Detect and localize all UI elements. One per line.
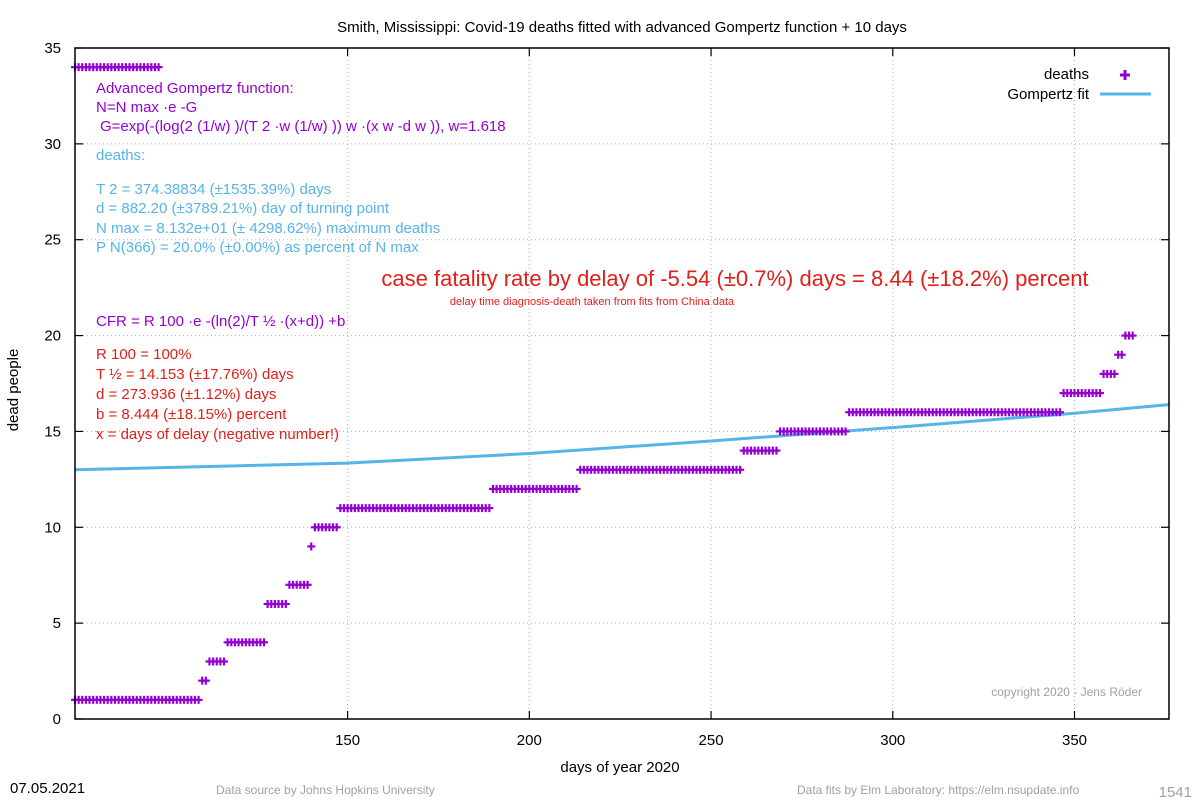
deaths-t2: T 2 = 374.38834 (±1535.39%) days — [96, 181, 331, 198]
deaths-marker — [1110, 369, 1119, 378]
deaths-marker — [841, 427, 850, 436]
deaths-marker — [332, 523, 341, 532]
cfr-note: delay time diagnosis-death taken from fi… — [450, 296, 735, 308]
deaths-nmax: N max = 8.132e+01 (± 4298.62%) maximum d… — [96, 220, 440, 237]
deaths-marker — [281, 599, 290, 608]
copyright-note: copyright 2020 - Jens Röder — [991, 685, 1142, 699]
deaths-marker — [736, 465, 745, 474]
footer-page-id: 1541 — [1159, 784, 1192, 800]
y-tick-label: 20 — [44, 328, 61, 345]
deaths-pn: P N(366) = 20.0% (±0.00%) as percent of … — [96, 239, 419, 256]
deaths-series — [71, 63, 1137, 704]
cfr-x: x = days of delay (negative number!) — [96, 426, 339, 443]
y-tick-label: 15 — [44, 423, 61, 440]
footer-fits: Data fits by Elm Laboratory: https://elm… — [797, 783, 1079, 797]
y-tick-label: 35 — [44, 40, 61, 57]
y-tick-label: 30 — [44, 136, 61, 153]
gompertz-formula-g: G=exp(-(log(2 (1/w) )/(T 2 ·w (1/w) )) w… — [100, 118, 506, 135]
deaths-marker — [154, 63, 163, 72]
gompertz-heading: Advanced Gompertz function: — [96, 80, 294, 97]
deaths-marker — [307, 542, 316, 551]
cfr-b: b = 8.444 (±18.15%) percent — [96, 406, 287, 423]
deaths-parameter-box: deaths: T 2 = 374.38834 (±1535.39%) days… — [96, 147, 440, 256]
deaths-marker — [1128, 331, 1137, 340]
y-tick-label: 25 — [44, 232, 61, 249]
deaths-marker — [1055, 408, 1064, 417]
cfr-d: d = 273.936 (±1.12%) days — [96, 386, 276, 403]
cfr-formula: CFR = R 100 ·e -(ln(2)/T ½ ·(x+d)) +b — [96, 313, 345, 330]
footer-date: 07.05.2021 — [10, 780, 85, 797]
cfr-thalf: T ½ = 14.153 (±17.76%) days — [96, 366, 294, 383]
x-tick-label: 250 — [699, 732, 724, 749]
deaths-marker — [1117, 350, 1126, 359]
x-tick-label: 150 — [335, 732, 360, 749]
x-tick-label: 300 — [880, 732, 905, 749]
cfr-parameter-box: R 100 = 100% T ½ = 14.153 (±17.76%) days… — [96, 346, 339, 443]
cfr-r100: R 100 = 100% — [96, 346, 192, 363]
plot-frame — [74, 47, 1170, 720]
legend-label-deaths: deaths — [1044, 66, 1089, 83]
deaths-marker — [1095, 389, 1104, 398]
deaths-marker — [220, 657, 229, 666]
y-tick-label: 0 — [53, 711, 61, 728]
gompertz-formula-n: N=N max ·e -G — [96, 99, 197, 116]
deaths-marker — [572, 484, 581, 493]
legend-label-gompertz-fit: Gompertz fit — [1007, 86, 1090, 103]
deaths-marker — [201, 676, 210, 685]
x-tick-label: 200 — [517, 732, 542, 749]
gompertz-fit-series — [74, 403, 1170, 472]
footer-source: Data source by Johns Hopkins University — [216, 783, 435, 797]
gompertz-fit-line — [74, 403, 1170, 472]
axis-ticks: 150 200 250 300 350 0 5 10 15 20 25 30 35 — [44, 40, 1169, 749]
chart-title: Smith, Mississippi: Covid-19 deaths fitt… — [337, 19, 907, 36]
deaths-marker — [259, 638, 268, 647]
deaths-d: d = 882.20 (±3789.21%) day of turning po… — [96, 200, 390, 217]
deaths-marker — [772, 446, 781, 455]
gompertz-formula-box: Advanced Gompertz function: N=N max ·e -… — [96, 80, 506, 135]
y-axis-label: dead people — [5, 349, 22, 432]
deaths-marker — [194, 695, 203, 704]
deaths-marker — [303, 580, 312, 589]
legend: deaths Gompertz fit — [1007, 66, 1151, 103]
legend-marker-deaths — [1120, 70, 1130, 80]
y-tick-label: 10 — [44, 519, 61, 536]
x-axis-label: days of year 2020 — [560, 759, 679, 776]
cfr-headline: case fatality rate by delay of -5.54 (±0… — [381, 266, 1088, 291]
x-tick-label: 350 — [1062, 732, 1087, 749]
y-tick-label: 5 — [53, 615, 61, 632]
grid-lines — [75, 48, 1169, 719]
deaths-marker — [485, 504, 494, 513]
deaths-heading: deaths: — [96, 147, 145, 164]
